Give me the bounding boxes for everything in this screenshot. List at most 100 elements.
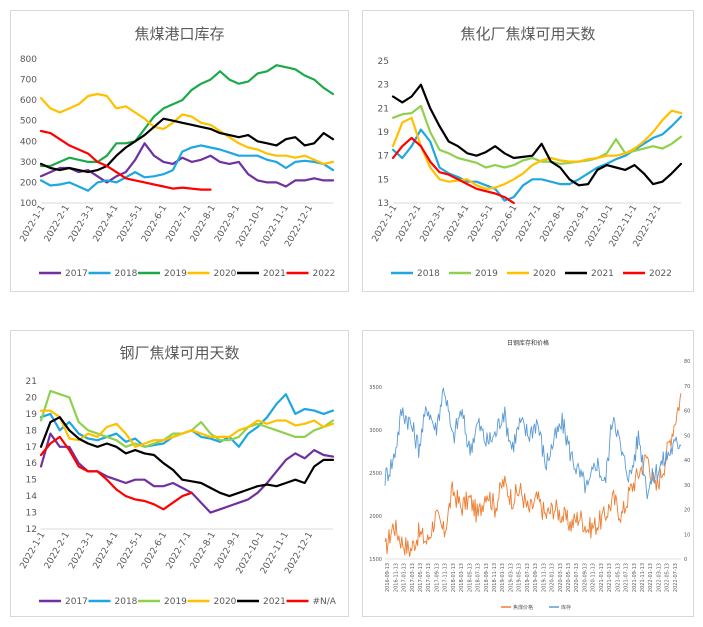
x-tick-label: 2020-09-13 [582, 563, 588, 592]
y-tick-label: 13 [378, 199, 389, 209]
x-tick-label: 2020-11-13 [591, 563, 597, 592]
series-line-2020 [391, 109, 683, 190]
x-tick-label: 2020-05-13 [566, 563, 572, 592]
series-line-2018 [39, 393, 335, 448]
y-tick-label: 400 [20, 137, 37, 147]
x-tick-label: 2020-07-13 [574, 563, 580, 592]
series-line-2021 [39, 416, 335, 498]
y-right-tick-label: 60 [684, 409, 690, 415]
chart-coking-plant-days: 焦化厂焦煤可用天数131517192123252022-1-12022-2-12… [371, 25, 683, 279]
x-tick-label: 2020-01-13 [550, 563, 556, 592]
legend-label-2019: 2019 [164, 597, 187, 607]
legend-label-2020: 2020 [533, 269, 556, 279]
chart-panel-coking-plant-days: 焦化厂焦煤可用天数 13 15 17 19 21 23 25 2022-1-1 2022-2-1 2… [362, 10, 694, 292]
chart-port-inventory: 焦煤港口库存1002003004005006007008002022-1-120… [19, 25, 336, 279]
x-tick-label: 2021-05-13 [615, 563, 621, 592]
series-line-2019 [39, 64, 335, 168]
legend-label-2017: 2017 [65, 269, 88, 279]
y-tick-label: 600 [20, 96, 37, 106]
x-tick-label: 2018-11-13 [492, 563, 498, 592]
x-tick-label: 2018-09-13 [484, 563, 490, 592]
y-tick-label: 21 [378, 104, 389, 114]
y-tick-label: 800 [20, 55, 37, 65]
legend-label-2019: 2019 [164, 269, 187, 279]
y-tick-label: 14 [26, 492, 38, 502]
x-tick-label: 2018-05-13 [467, 563, 473, 592]
legend-label-2020: 2020 [214, 269, 237, 279]
legend-label-焦煤价格: 焦煤价格 [513, 604, 533, 611]
chart-title: 日钢库存和价格 [507, 339, 549, 347]
y-right-tick-label: 70 [684, 384, 690, 390]
x-tick-label: 2019-11-13 [541, 563, 547, 592]
x-tick-label: 2022-03-13 [656, 563, 662, 592]
x-tick-label: 2022-07-13 [673, 563, 679, 592]
x-tick-label: 2022-05-13 [665, 563, 671, 592]
y-left-tick-label: 2500 [369, 471, 382, 477]
y-tick-label: 16 [26, 459, 38, 469]
x-tick-label: 2016-09-13 [385, 563, 391, 592]
legend-label-2018: 2018 [115, 269, 138, 279]
x-tick-label: 2017-11-13 [443, 563, 449, 592]
y-right-tick-label: 20 [684, 508, 690, 514]
chart-title: 焦化厂焦煤可用天数 [460, 25, 595, 43]
series-line-库存 [384, 387, 682, 500]
y-tick-label: 200 [20, 178, 37, 188]
y-tick-label: 19 [26, 410, 38, 420]
x-tick-label: 2021-09-13 [632, 563, 638, 592]
y-tick-label: 17 [378, 152, 389, 162]
y-right-tick-label: 50 [684, 433, 690, 439]
x-tick-label: 2021-03-13 [607, 563, 613, 592]
y-tick-label: 12 [26, 525, 37, 535]
legend-label-2022: 2022 [649, 269, 672, 279]
y-tick-label: 300 [20, 158, 37, 168]
x-tick-label: 2017-05-13 [418, 563, 424, 592]
y-tick-label: 18 [26, 426, 38, 436]
x-tick-label: 2017-07-13 [426, 563, 432, 592]
legend-label-2019: 2019 [475, 269, 498, 279]
chart-panel-port-inventory: 焦煤港口库存 100 200 300 400 500 600 700 800 2022-1-1 20… [10, 10, 349, 292]
legend-label-#N/A: #N/A [313, 597, 337, 607]
y-left-tick-label: 3500 [369, 385, 382, 391]
x-tick-label: 2016-11-13 [393, 563, 399, 592]
y-tick-label: 17 [26, 443, 37, 453]
y-tick-label: 19 [378, 128, 390, 138]
x-tick-label: 2017-03-13 [410, 563, 416, 592]
x-tick-label: 2017-01-13 [402, 563, 408, 592]
series-line-2022 [391, 136, 515, 205]
series-line-2021 [39, 117, 335, 174]
series-line-2018 [391, 115, 683, 202]
y-tick-label: 23 [378, 81, 389, 91]
legend-label-库存: 库存 [561, 604, 571, 611]
chart-title: 焦煤港口库存 [134, 25, 224, 43]
series-line-2021 [391, 83, 683, 187]
x-tick-label: 2018-01-13 [451, 563, 457, 592]
y-right-tick-label: 40 [684, 458, 690, 464]
y-right-tick-label: 0 [684, 557, 687, 563]
x-tick-label: 2018-03-13 [459, 563, 465, 592]
x-tick-label: 2019-05-13 [517, 563, 523, 592]
y-tick-label: 15 [26, 476, 37, 486]
y-right-tick-label: 80 [684, 359, 690, 365]
x-tick-label: 2019-07-13 [525, 563, 531, 592]
x-tick-label: 2022-01-13 [648, 563, 654, 592]
chart-title: 钢厂焦煤可用天数 [119, 344, 239, 362]
y-left-tick-label: 1500 [369, 557, 382, 563]
y-tick-label: 21 [26, 377, 37, 387]
x-tick-label: 2019-01-13 [500, 563, 506, 592]
legend-label-2021: 2021 [263, 597, 286, 607]
chart-steel-mill-days: 钢厂焦煤可用天数121314151617181920212022-1-12022… [19, 344, 337, 607]
y-tick-label: 25 [378, 57, 389, 67]
y-tick-label: 20 [26, 393, 38, 403]
series-line-焦煤价格 [384, 392, 682, 557]
series-line-2020 [39, 409, 335, 448]
x-tick-label: 2018-07-13 [476, 563, 482, 592]
legend-label-2020: 2020 [214, 597, 237, 607]
legend-label-2018: 2018 [115, 597, 138, 607]
series-line-2017 [39, 432, 335, 514]
legend-label-2017: 2017 [65, 597, 88, 607]
x-tick-label: 2019-03-13 [508, 563, 514, 592]
y-tick-label: 100 [20, 199, 37, 209]
series-line-2019 [391, 104, 683, 169]
y-left-tick-label: 2000 [369, 514, 382, 520]
series-line-2022 [39, 129, 212, 191]
